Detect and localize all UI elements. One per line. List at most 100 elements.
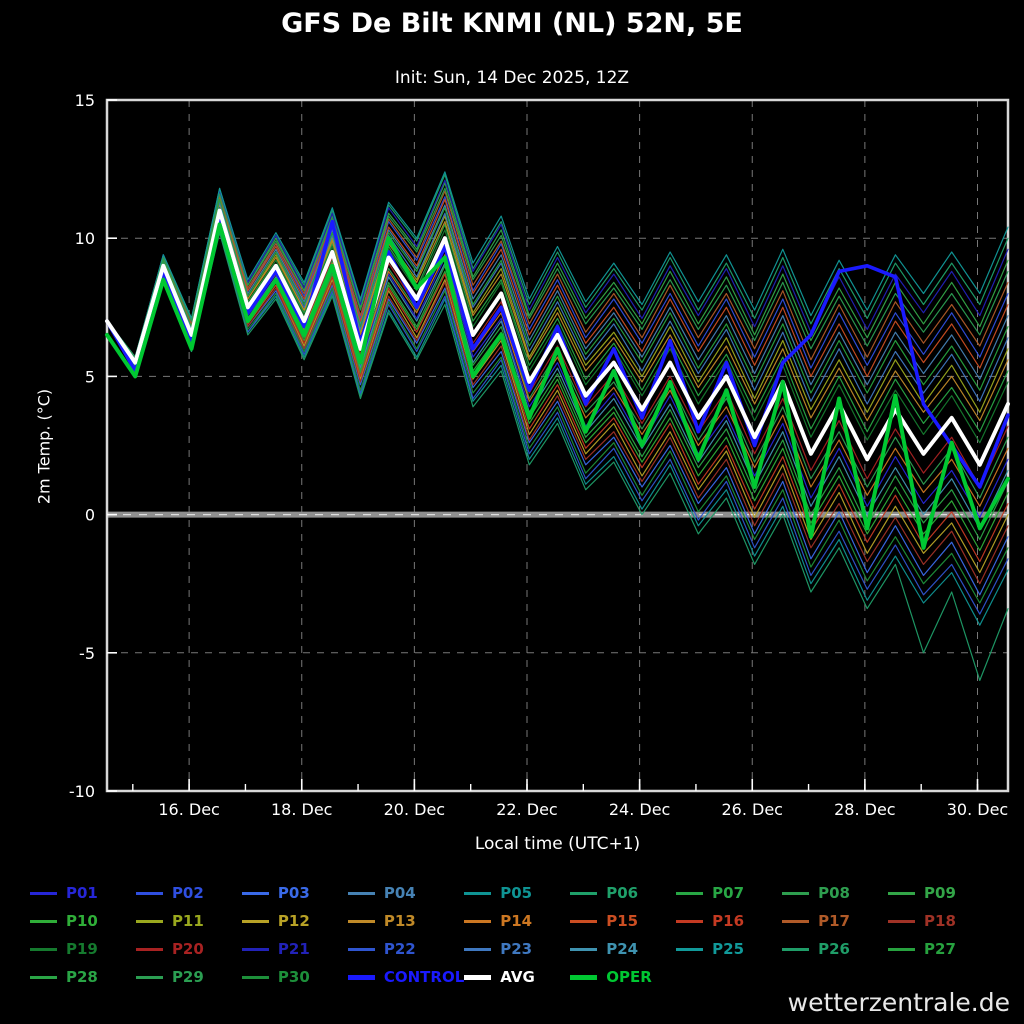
legend-swatch-p15 (570, 919, 598, 923)
legend-swatch-oper (570, 974, 598, 980)
legend-label-avg: AVG (500, 968, 535, 986)
series-line-p18 (106, 223, 1009, 585)
legend-swatch-p22 (347, 947, 375, 951)
legend-swatch-p18 (888, 919, 916, 923)
legend-item-p13: P13 (347, 912, 464, 930)
legend-label-p17: P17 (818, 912, 850, 930)
x-tick-label: 16. Dec (158, 800, 220, 819)
legend-label-p04: P04 (383, 884, 416, 902)
legend-label-p16: P16 (712, 912, 745, 930)
legend-label-p30: P30 (277, 968, 310, 986)
legend-item-p12: P12 (241, 912, 348, 930)
legend-label-oper: OPER (606, 968, 652, 986)
legend-item-p19: P19 (30, 940, 136, 958)
x-tick-label: 22. Dec (496, 800, 558, 819)
legend-label-p05: P05 (500, 884, 533, 902)
legend-swatch-p14 (464, 919, 492, 923)
legend-item-control: CONTROL (347, 968, 464, 986)
legend-label-p18: P18 (924, 912, 956, 930)
legend-swatch-p06 (570, 891, 598, 895)
watermark: wetterzentrale.de (787, 988, 1010, 1017)
legend-label-p23: P23 (500, 940, 533, 958)
plot-frame (105, 98, 1010, 793)
legend-label-p20: P20 (171, 940, 204, 958)
legend-swatch-p01 (30, 891, 57, 895)
legend-swatch-p24 (570, 947, 598, 951)
series-line-p19 (106, 207, 1009, 444)
series-line-p27 (106, 198, 1009, 394)
legend-swatch-p02 (135, 891, 163, 895)
legend-item-p22: P22 (347, 940, 464, 958)
legend-swatch-p25 (676, 947, 704, 951)
legend-item-p14: P14 (464, 912, 570, 930)
series-line-p25 (106, 171, 1009, 358)
series-line-p16 (106, 221, 1009, 563)
legend-swatch-p19 (30, 947, 57, 951)
legend-item-p07: P07 (676, 884, 782, 902)
legend-item-p23: P23 (464, 940, 570, 958)
x-tick-label: 18. Dec (271, 800, 333, 819)
legend-swatch-p23 (464, 947, 492, 951)
y-tick-label: -5 (79, 644, 95, 663)
x-tick-label: 30. Dec (947, 800, 1009, 819)
series-line-p07 (106, 204, 1009, 433)
legend-swatch-p07 (676, 891, 704, 895)
legend-label-p03: P03 (277, 884, 310, 902)
legend-label-p26: P26 (818, 940, 850, 958)
legend-item-p25: P25 (676, 940, 782, 958)
legend-item-avg: AVG (464, 968, 570, 986)
legend-swatch-p30 (241, 975, 269, 979)
series-line-p13 (106, 204, 1009, 422)
legend-label-p19: P19 (66, 940, 98, 958)
legend-item-p17: P17 (782, 912, 888, 930)
legend-item-p02: P02 (135, 884, 242, 902)
legend-label-p01: P01 (66, 884, 98, 902)
legend-label-p06: P06 (606, 884, 639, 902)
series-line-control (105, 214, 1010, 489)
legend-item-p27: P27 (888, 940, 994, 958)
legend-swatch-p16 (676, 919, 704, 923)
legend-label-p10: P10 (66, 912, 98, 930)
legend-item-p18: P18 (888, 912, 994, 930)
legend-swatch-control (347, 974, 375, 980)
legend-item-p06: P06 (570, 884, 676, 902)
legend-label-p11: P11 (171, 912, 204, 930)
x-axis-label: Local time (UTC+1) (474, 834, 641, 854)
legend-label-p27: P27 (924, 940, 956, 958)
legend-label-p25: P25 (712, 940, 745, 958)
legend-item-p15: P15 (570, 912, 676, 930)
legend-item-p16: P16 (676, 912, 782, 930)
legend-swatch-p20 (135, 947, 163, 951)
legend-item-p24: P24 (570, 940, 676, 958)
legend-swatch-p11 (135, 919, 163, 923)
legend-item-p10: P10 (30, 912, 136, 930)
y-tick-label: 0 (85, 506, 95, 525)
legend-item-p04: P04 (347, 884, 464, 902)
legend-item-p05: P05 (464, 884, 570, 902)
series-line-p30 (106, 226, 1009, 604)
series-line-p26 (106, 232, 1009, 682)
y-tick-label: 5 (85, 367, 95, 386)
series-line-p04 (106, 198, 1009, 386)
series-line-avg (105, 208, 1010, 467)
legend-item-p08: P08 (782, 884, 888, 902)
legend-item-p03: P03 (241, 884, 348, 902)
y-tick-label: 10 (75, 229, 95, 248)
legend-swatch-p12 (241, 919, 269, 923)
legend-label-p08: P08 (818, 884, 850, 902)
legend-item-p28: P28 (30, 968, 136, 986)
x-tick-label: 20. Dec (384, 800, 446, 819)
legend-item-p30: P30 (241, 968, 348, 986)
series-line-p17 (106, 190, 1009, 361)
legend-swatch-p03 (241, 891, 269, 895)
legend-swatch-p13 (347, 919, 375, 923)
legend-item-p20: P20 (135, 940, 242, 958)
legend-swatch-p27 (888, 947, 916, 951)
y-tick-label: 15 (75, 91, 95, 110)
legend-item-p21: P21 (241, 940, 348, 958)
y-tick-label: -10 (69, 782, 95, 801)
legend-swatch-p21 (241, 947, 269, 951)
legend-label-p28: P28 (66, 968, 98, 986)
